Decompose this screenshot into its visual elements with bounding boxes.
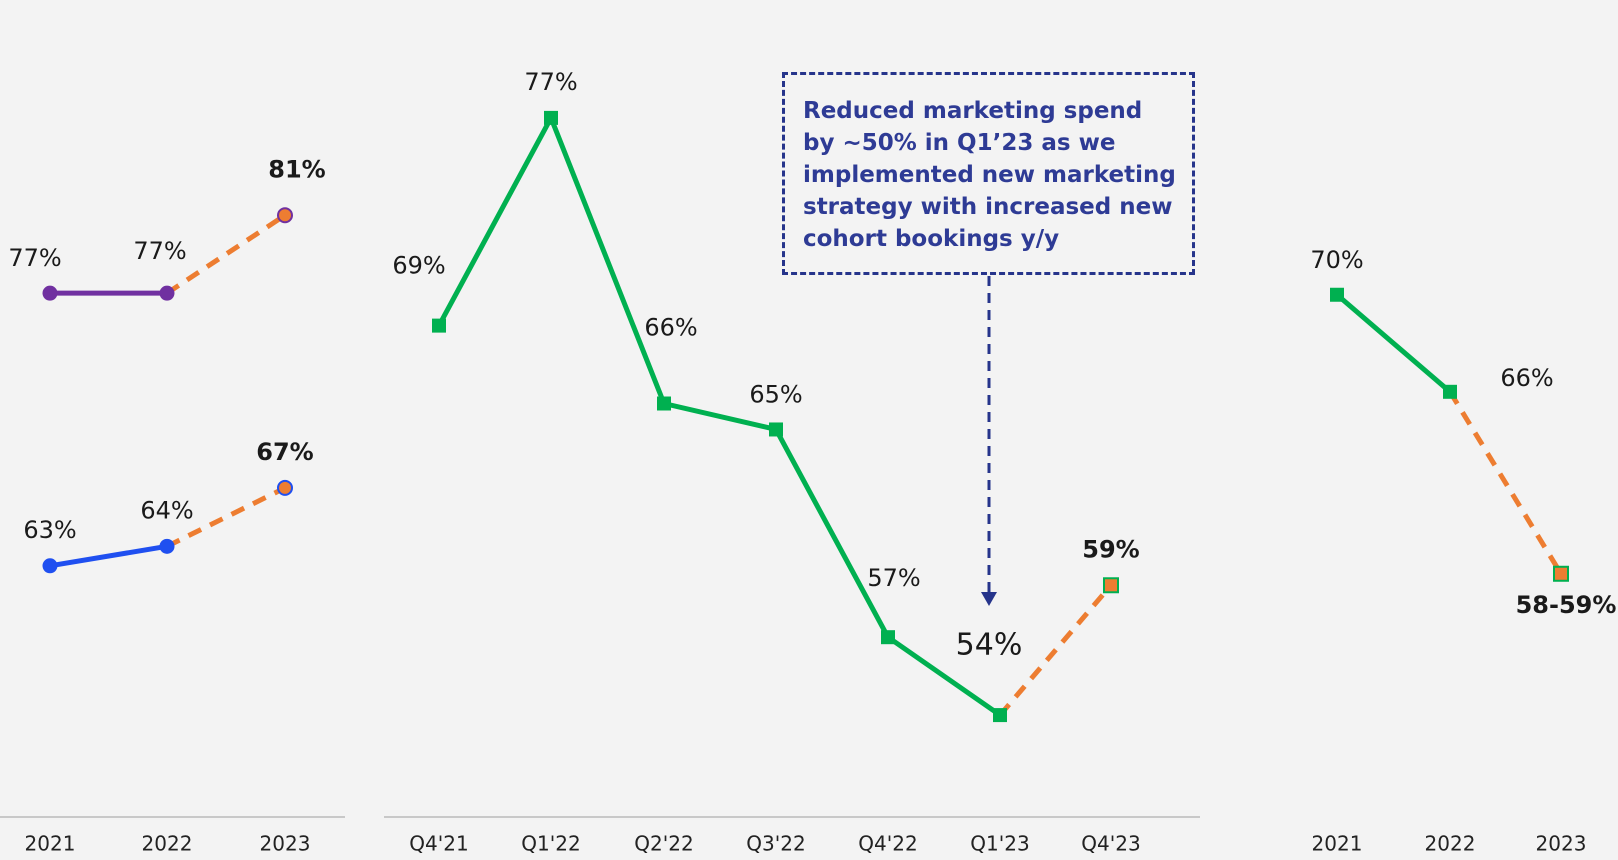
marker [432, 318, 446, 333]
marker [159, 285, 175, 301]
marker [1103, 577, 1119, 594]
x-tick-label: 2021 [25, 832, 76, 856]
data-label: 58-59% [1516, 591, 1617, 619]
data-label: 54% [956, 628, 1023, 663]
marker [42, 558, 58, 574]
marker [1443, 384, 1457, 399]
series-line [436, 111, 1002, 718]
marker [657, 396, 671, 411]
x-tick-label: 2021 [1312, 832, 1363, 856]
marker [544, 110, 558, 125]
annotation: Reduced marketing spend by ~50% in Q1’23… [782, 72, 1195, 275]
marker [42, 285, 58, 301]
data-label: 81% [268, 155, 325, 183]
x-tick-label: 2023 [1536, 832, 1587, 856]
data-label: 59% [1082, 535, 1139, 563]
data-label: 77% [133, 237, 186, 265]
projection-line [1447, 390, 1564, 576]
x-tick-label: 2023 [260, 832, 311, 856]
x-tick-label: 2022 [1425, 832, 1476, 856]
x-tick-label: 2022 [142, 832, 193, 856]
data-label: 77% [8, 244, 61, 272]
data-label: 57% [867, 564, 920, 592]
marker [1330, 287, 1344, 302]
marker [769, 422, 783, 437]
x-tick-label: Q4'21 [409, 832, 468, 856]
data-label: 65% [749, 380, 802, 408]
data-label: 69% [392, 252, 445, 280]
data-label: 77% [524, 68, 577, 96]
x-tick-label: Q3'22 [746, 832, 805, 856]
data-label: 67% [256, 438, 313, 466]
marker [993, 708, 1007, 723]
x-tick-label: Q2'22 [634, 832, 693, 856]
data-label: 66% [1500, 364, 1553, 392]
data-label: 66% [644, 314, 697, 342]
marker [277, 207, 293, 224]
arrow-head [981, 592, 997, 606]
marker [277, 479, 293, 496]
x-tick-label: Q1'22 [521, 832, 580, 856]
data-label: 63% [23, 516, 76, 544]
marker [159, 538, 175, 554]
projection-line [998, 583, 1113, 717]
data-label: 64% [140, 496, 193, 524]
marker [881, 630, 895, 645]
projection-line [165, 485, 287, 549]
x-tick-label: Q4'23 [1081, 832, 1140, 856]
series-line [49, 543, 168, 569]
data-label: 70% [1310, 246, 1363, 274]
series-line [1335, 292, 1452, 394]
x-tick-label: Q1'23 [970, 832, 1029, 856]
x-tick-label: Q4'22 [858, 832, 917, 856]
marker [1553, 565, 1569, 582]
